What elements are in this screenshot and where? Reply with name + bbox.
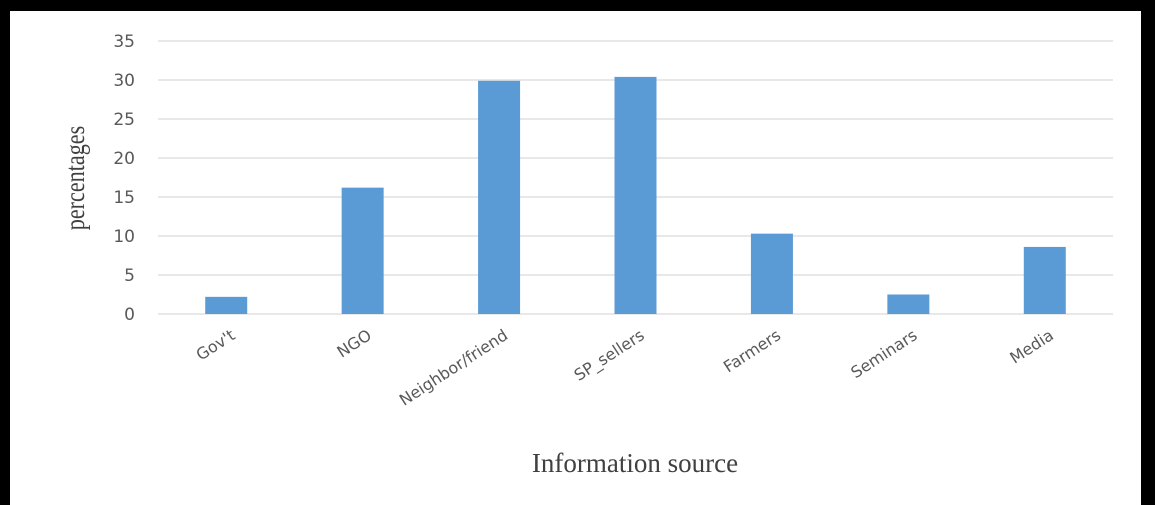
x-tick-label: Neighbor/friend	[396, 325, 511, 409]
x-tick-label: Gov't	[193, 325, 239, 364]
y-tick-label: 25	[113, 110, 135, 130]
x-axis-title: Information source	[532, 448, 738, 478]
bar	[205, 296, 248, 314]
x-axis-tick-labels: Gov't NGO Neighbor/friend SP_sellers Farmers…	[193, 325, 1057, 409]
y-tick-label: 20	[113, 149, 135, 169]
y-tick-label: 35	[113, 32, 135, 52]
frame-left-border	[0, 0, 10, 505]
y-tick-label: 15	[113, 188, 135, 208]
y-tick-label: 5	[124, 266, 135, 286]
x-tick-label: NGO	[333, 325, 374, 361]
x-tick-label: Media	[1006, 325, 1057, 367]
y-tick-label: 30	[113, 71, 135, 91]
bar	[341, 187, 384, 314]
bar	[750, 233, 793, 314]
frame-top-border	[0, 0, 1155, 11]
frame-right-border	[1141, 0, 1155, 505]
y-tick-label: 10	[113, 227, 135, 247]
bar	[614, 76, 657, 314]
bar	[1023, 246, 1066, 314]
y-tick-label: 0	[124, 305, 135, 325]
bar	[478, 80, 521, 314]
y-axis-title: percentages	[61, 126, 91, 230]
bars	[205, 76, 1066, 314]
y-axis-tick-labels: 0 5 10 15 20 25 30 35	[113, 32, 135, 325]
bar	[887, 294, 930, 314]
x-tick-label: SP_sellers	[571, 325, 649, 385]
x-tick-label: Seminars	[847, 325, 920, 382]
x-tick-label: Farmers	[720, 325, 784, 376]
